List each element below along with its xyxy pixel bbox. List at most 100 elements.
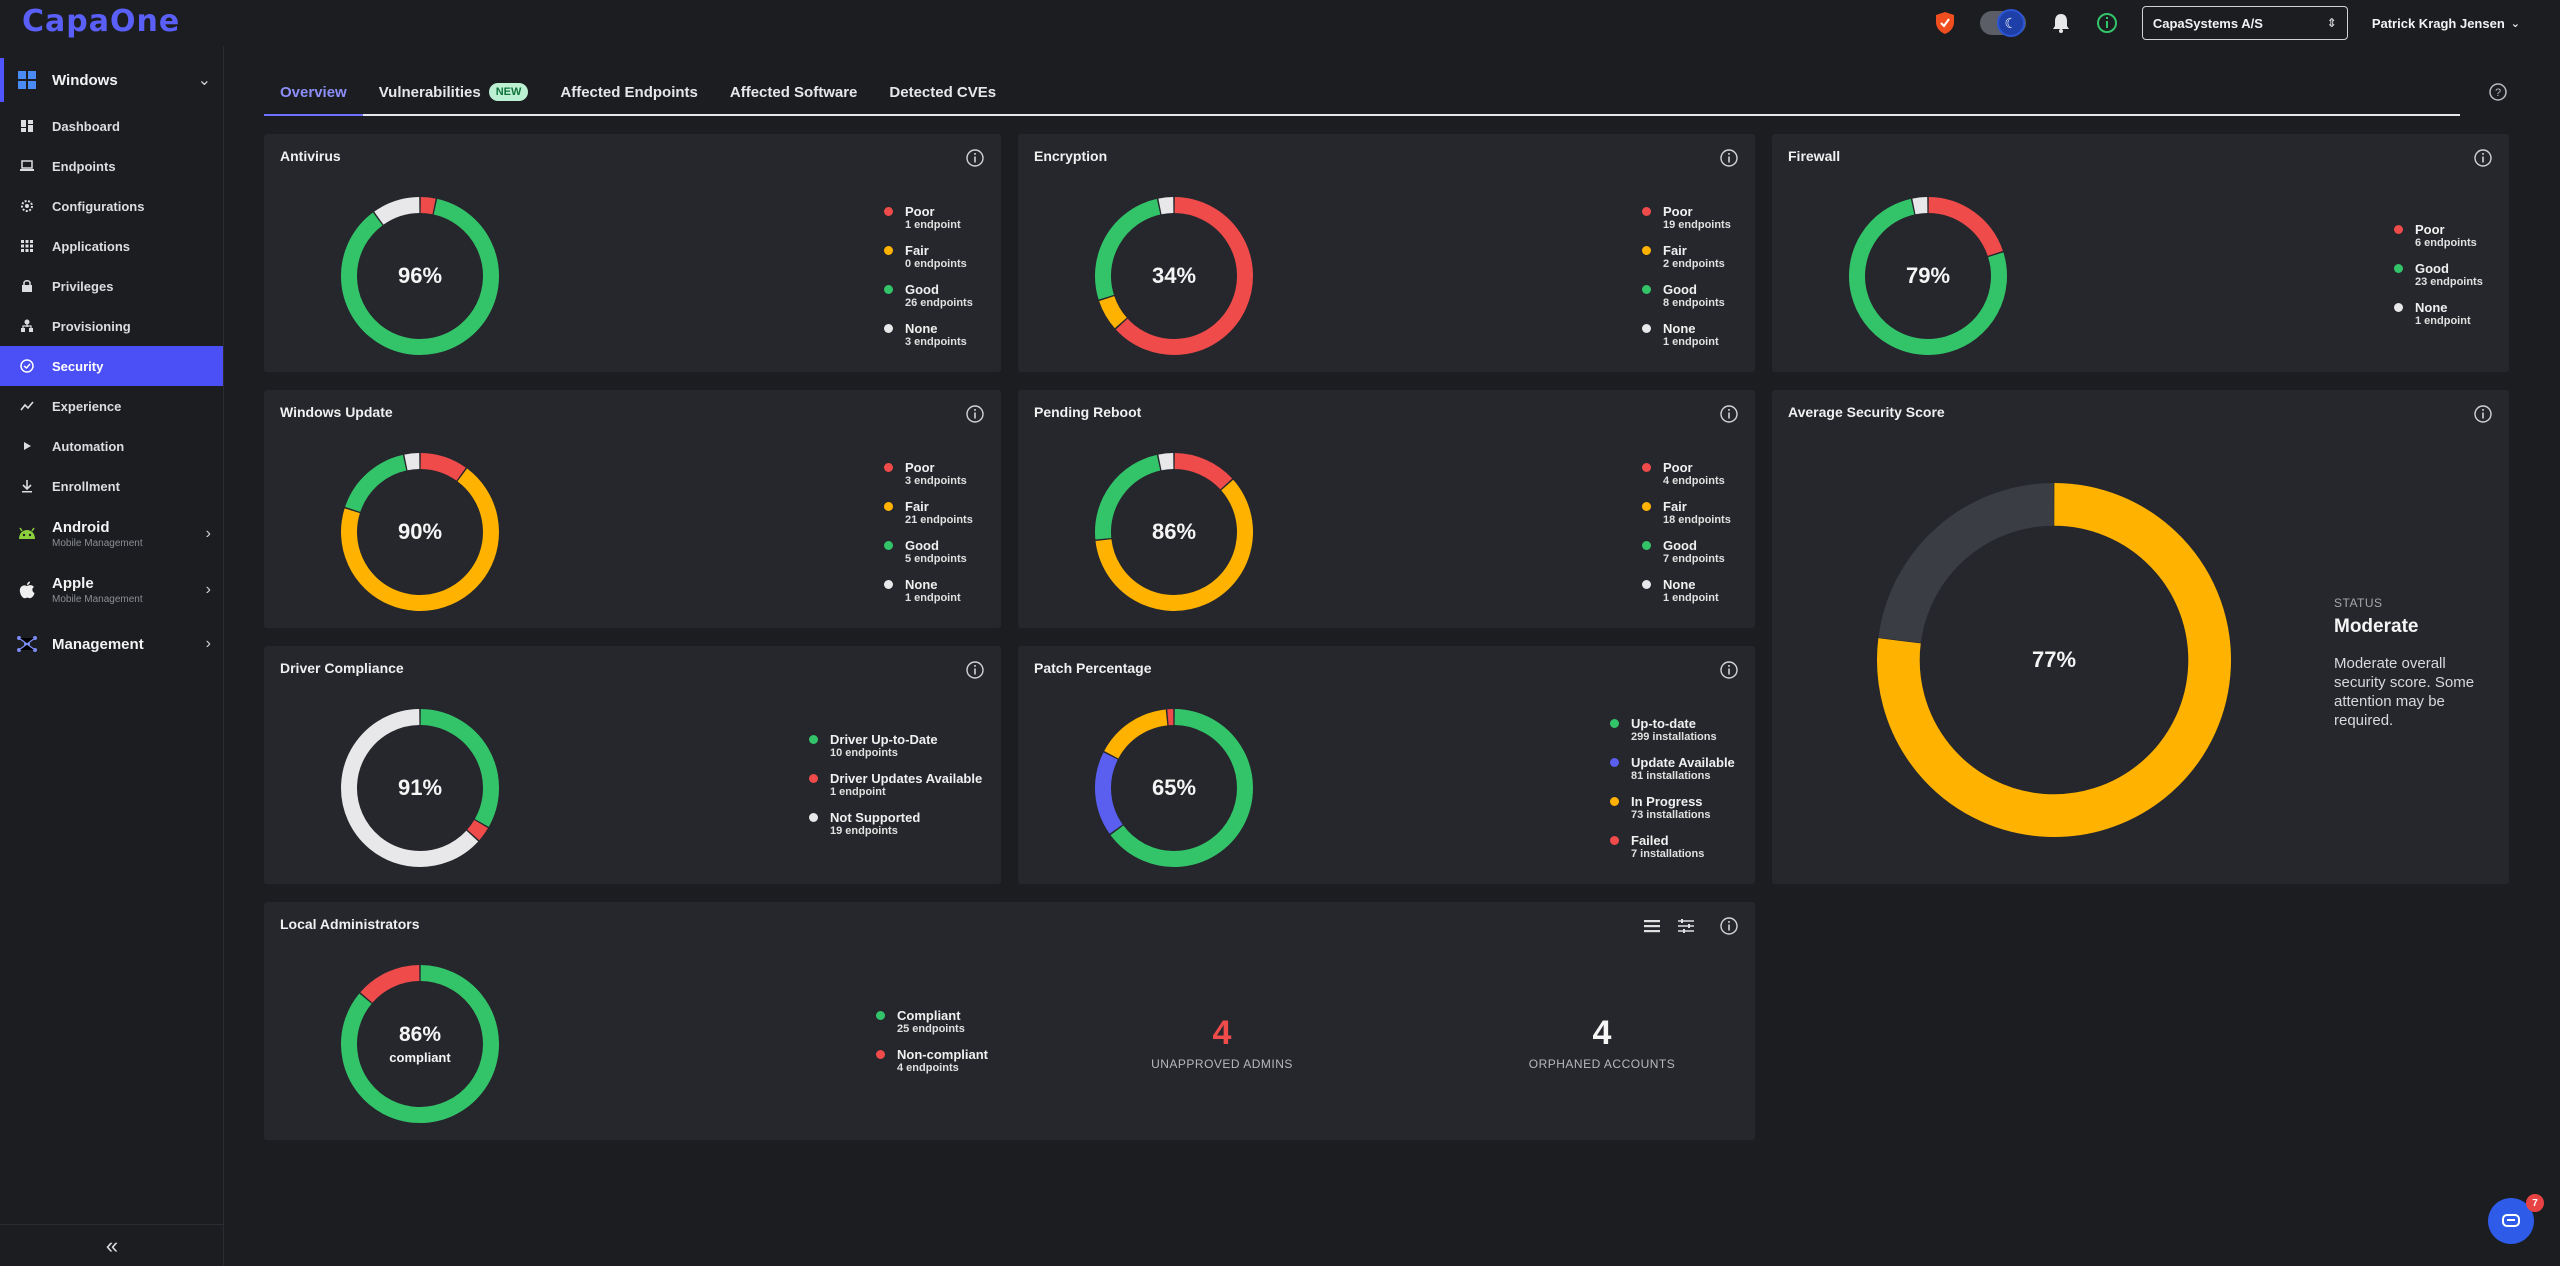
legend-count: 1 endpoint bbox=[905, 219, 961, 231]
legend-label: None bbox=[1663, 321, 1696, 336]
sidebar-item-enrollment[interactable]: Enrollment bbox=[0, 466, 223, 506]
donut-segment-not-supported[interactable] bbox=[341, 709, 479, 867]
sidebar-group-management[interactable]: Management › bbox=[0, 618, 223, 670]
info-icon[interactable] bbox=[965, 404, 985, 424]
sidebar-item-dashboard[interactable]: Dashboard bbox=[0, 106, 223, 146]
legend-count: 19 endpoints bbox=[1663, 219, 1731, 231]
donut-segment-none[interactable] bbox=[404, 453, 420, 471]
info-icon[interactable] bbox=[2473, 148, 2493, 168]
donut-segment-fair[interactable] bbox=[341, 468, 499, 611]
tab-overview[interactable]: Overview bbox=[264, 70, 363, 116]
donut-segment-none[interactable] bbox=[374, 197, 420, 225]
legend-item: Good 8 endpoints bbox=[1642, 282, 1731, 310]
filter-settings-icon[interactable] bbox=[1676, 916, 1696, 936]
donut-segment-non-compliant[interactable] bbox=[360, 965, 420, 1003]
sidebar-group-sublabel: Mobile Management bbox=[52, 594, 143, 605]
donut-segment-fair[interactable] bbox=[1095, 479, 1253, 611]
collapse-sidebar-button[interactable]: « bbox=[0, 1224, 224, 1266]
donut-segment-none[interactable] bbox=[1912, 197, 1928, 215]
tab-label: Overview bbox=[280, 83, 347, 101]
unapproved-admins-stat[interactable]: 4 UNAPPROVED ADMINS bbox=[1102, 1014, 1342, 1071]
donut-segment-good[interactable] bbox=[1849, 198, 2007, 355]
sidebar-group-apple[interactable]: Apple Mobile Management › bbox=[0, 562, 223, 618]
list-view-icon[interactable] bbox=[1642, 916, 1662, 936]
legend-item: None 3 endpoints bbox=[884, 321, 973, 349]
sidebar-group-android[interactable]: Android Mobile Management › bbox=[0, 506, 223, 562]
card-patch-percentage: Patch Percentage 65% Up-to-date 299 insta… bbox=[1018, 646, 1755, 884]
donut-segment-none[interactable] bbox=[1158, 197, 1174, 215]
orphaned-accounts-stat[interactable]: 4 ORPHANED ACCOUNTS bbox=[1482, 1014, 1722, 1071]
legend-count: 4 endpoints bbox=[1663, 475, 1725, 487]
tab-label: Affected Endpoints bbox=[560, 83, 698, 101]
laptop-icon bbox=[20, 160, 34, 171]
sidebar-item-experience[interactable]: Experience bbox=[0, 386, 223, 426]
legend-item: Poor 6 endpoints bbox=[2394, 222, 2483, 250]
sidebar-item-applications[interactable]: Applications bbox=[0, 226, 223, 266]
bell-icon[interactable] bbox=[2050, 12, 2072, 34]
sidebar-item-configurations[interactable]: Configurations bbox=[0, 186, 223, 226]
legend: Poor 4 endpoints Fair 18 endpoints Good 7 e… bbox=[1642, 460, 1731, 616]
sidebar-item-automation[interactable]: Automation bbox=[0, 426, 223, 466]
donut-segment-good[interactable] bbox=[341, 198, 499, 355]
info-icon[interactable] bbox=[2096, 12, 2118, 34]
sidebar-item-privileges[interactable]: Privileges bbox=[0, 266, 223, 306]
legend-count: 7 endpoints bbox=[1663, 553, 1725, 565]
shield-icon[interactable] bbox=[1934, 11, 1956, 35]
sidebar-item-security[interactable]: Security bbox=[0, 346, 223, 386]
donut-segment-score[interactable] bbox=[1877, 483, 2231, 837]
legend-count: 1 endpoint bbox=[1663, 336, 1719, 348]
info-icon[interactable] bbox=[965, 148, 985, 168]
info-icon[interactable] bbox=[1719, 404, 1739, 424]
donut-segment-driver-updates-available[interactable] bbox=[467, 819, 489, 841]
donut-segment-poor[interactable] bbox=[420, 453, 466, 481]
donut-segment-poor[interactable] bbox=[1115, 197, 1253, 355]
tab-vulnerabilities[interactable]: Vulnerabilities NEW bbox=[363, 69, 545, 115]
legend-item: Poor 3 endpoints bbox=[884, 460, 973, 488]
donut-segment-fair[interactable] bbox=[1099, 295, 1127, 329]
card-windows-update: Windows Update 90% Poor 3 endpoints Fair 2… bbox=[264, 390, 1001, 628]
sidebar-item-label: Provisioning bbox=[52, 318, 131, 334]
legend-label: Good bbox=[905, 282, 939, 297]
info-icon[interactable] bbox=[2473, 404, 2493, 424]
donut-segment-none[interactable] bbox=[1158, 453, 1174, 471]
donut-segment-up-to-date[interactable] bbox=[1110, 709, 1253, 867]
tab-affected-endpoints[interactable]: Affected Endpoints bbox=[544, 69, 714, 115]
donut-segment-update-available[interactable] bbox=[1095, 752, 1123, 834]
info-icon[interactable] bbox=[1719, 660, 1739, 680]
legend-label: Poor bbox=[905, 204, 935, 219]
card-pending-reboot: Pending Reboot 86% Poor 4 endpoints Fair 1… bbox=[1018, 390, 1755, 628]
donut-segment-poor[interactable] bbox=[1928, 197, 2003, 257]
updown-chevron-icon: ⇕ bbox=[2326, 16, 2337, 30]
legend-label: Poor bbox=[1663, 460, 1693, 475]
help-icon[interactable]: ? bbox=[2488, 82, 2508, 102]
info-icon[interactable] bbox=[965, 660, 985, 680]
donut-segment-poor[interactable] bbox=[1174, 453, 1233, 490]
donut-segment-remaining[interactable] bbox=[1878, 483, 2055, 644]
sidebar-item-provisioning[interactable]: Provisioning bbox=[0, 306, 223, 346]
donut-segment-good[interactable] bbox=[1095, 454, 1161, 540]
sidebar-item-endpoints[interactable]: Endpoints bbox=[0, 146, 223, 186]
organization-select[interactable]: CapaSystems A/S ⇕ bbox=[2141, 6, 2348, 40]
top-bar: CapaOne ☾ CapaSystems A/S ⇕ Patrick Krag… bbox=[0, 0, 2560, 46]
tab-detected-cves[interactable]: Detected CVEs bbox=[873, 69, 1012, 115]
donut-center: 86% compliant bbox=[340, 964, 500, 1124]
info-icon[interactable] bbox=[1719, 916, 1739, 936]
donut-segment-good[interactable] bbox=[1095, 198, 1161, 300]
donut-segment-driver-up-to-date[interactable] bbox=[420, 709, 499, 827]
donut-segment-in-progress[interactable] bbox=[1104, 709, 1168, 759]
info-icon[interactable] bbox=[1719, 148, 1739, 168]
donut-segment-good[interactable] bbox=[345, 454, 407, 513]
donut-segment-poor[interactable] bbox=[420, 197, 436, 215]
sidebar-nav-list: Dashboard Endpoints Configurations Appli… bbox=[0, 106, 223, 506]
legend-count: 6 endpoints bbox=[2415, 237, 2477, 249]
capaone-logo[interactable]: CapaOne bbox=[22, 4, 181, 39]
tab-affected-software[interactable]: Affected Software bbox=[714, 69, 874, 115]
user-menu[interactable]: Patrick Kragh Jensen ⌄ bbox=[2372, 16, 2520, 31]
sidebar-group-windows[interactable]: Windows ⌄ bbox=[0, 54, 223, 106]
legend-item: None 1 endpoint bbox=[2394, 300, 2483, 328]
sidebar-group-label: Apple bbox=[52, 575, 94, 592]
donut-segment-compliant[interactable] bbox=[341, 965, 499, 1123]
apps-grid-icon bbox=[21, 240, 33, 252]
card-antivirus: Antivirus 96% Poor 1 endpoint Fair 0 endpo… bbox=[264, 134, 1001, 372]
dark-mode-toggle[interactable]: ☾ bbox=[1979, 9, 2026, 37]
